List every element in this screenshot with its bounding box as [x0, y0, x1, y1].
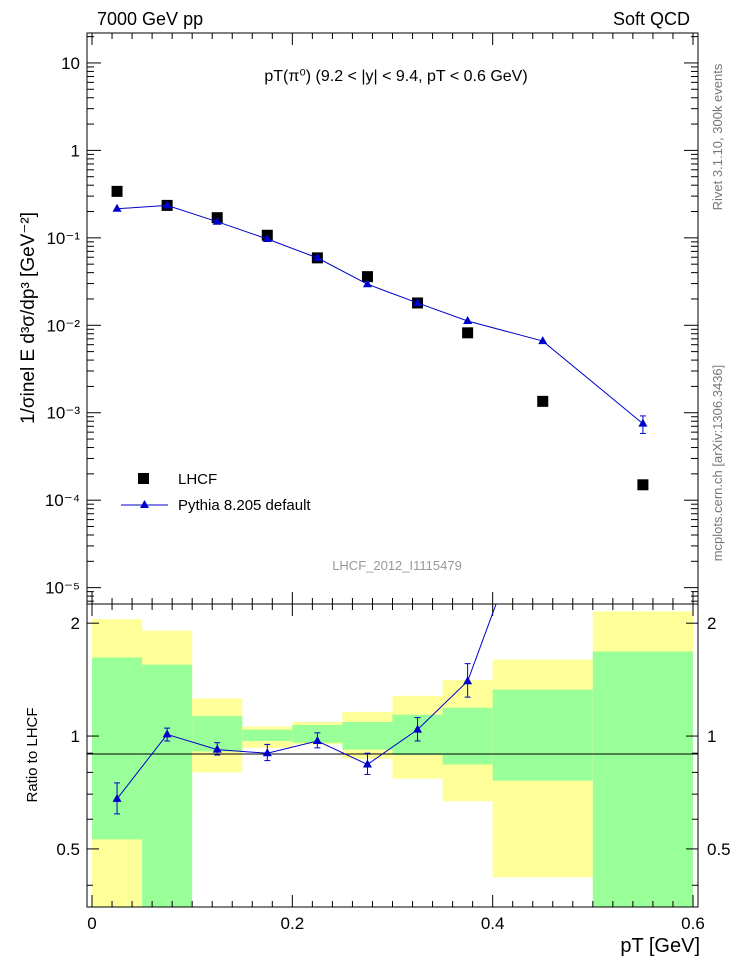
data-point-pythia — [312, 252, 322, 261]
y-tick-label: 10 — [61, 54, 80, 73]
y-tick-label: 10⁻³ — [46, 404, 80, 423]
y-tick-label: 10⁻⁴ — [45, 491, 80, 510]
legend-marker-lhcf — [138, 473, 149, 484]
legend-label-lhcf: LHCF — [178, 471, 217, 488]
series-line-pythia — [117, 204, 644, 425]
band-green — [442, 707, 493, 765]
ratio-tick-label: 2 — [71, 614, 80, 633]
y-tick-label: 10⁻¹ — [46, 229, 80, 248]
y-tick-label: 10⁻⁵ — [45, 579, 80, 598]
ratio-point-pythia — [538, 472, 547, 480]
chart-title: pT(π⁰) (9.2 < |y| < 9.4, pT < 0.6 GeV) — [264, 68, 527, 85]
x-tick-label: 0.4 — [481, 914, 505, 933]
ratio-tick-label-right: 1 — [707, 727, 716, 746]
legend: LHCF Pythia 8.205 default — [121, 471, 311, 514]
ratio-series — [112, 472, 547, 815]
header-right: Soft QCD — [613, 9, 690, 29]
data-point-lhcf — [462, 327, 474, 339]
data-point-lhcf — [111, 185, 123, 197]
data-point-pythia — [413, 297, 423, 306]
data-point-pythia — [212, 216, 222, 225]
ratio-tick-label-right: 0.5 — [707, 840, 731, 859]
band-green — [492, 689, 593, 781]
legend-marker-pythia — [140, 500, 149, 508]
data-layer: 0 0.2 0.4 0.6 10 1 10⁻¹ 10⁻² 10⁻³ 10⁻⁴ 10⁻⁵ 0.5 0.5 1… — [45, 54, 731, 933]
ratio-bands — [92, 611, 693, 907]
ratio-point-pythia — [162, 729, 172, 738]
main-frame — [86, 32, 699, 605]
data-point-lhcf — [637, 479, 649, 491]
band-green — [592, 651, 693, 907]
band-green — [342, 722, 393, 750]
ratio-tick-label: 0.5 — [56, 840, 80, 859]
band-green — [242, 729, 293, 742]
data-point-pythia — [463, 315, 473, 324]
y-axis-label: 1/σinel E d³σ/dp³ [GeV⁻²] — [18, 212, 39, 424]
ratio-point-pythia — [362, 759, 372, 768]
x-axis-label: pT [GeV] — [620, 935, 700, 957]
ratio-point-pythia — [212, 744, 222, 753]
ratio-tick-label: 1 — [71, 727, 80, 746]
ratio-y-axis-label: Ratio to LHCF — [24, 707, 41, 802]
x-tick-label: 0.2 — [281, 914, 305, 933]
ratio-point-pythia — [312, 736, 322, 745]
ratio-point-pythia — [262, 748, 272, 757]
y-tick-label: 1 — [71, 141, 80, 160]
data-point-lhcf — [361, 271, 373, 283]
ratio-point-pythia — [112, 793, 122, 802]
data-point-pythia — [112, 203, 122, 212]
header-left: 7000 GeV pp — [97, 9, 203, 29]
data-point-pythia — [262, 233, 272, 242]
ratio-tick-label-right: 2 — [707, 614, 716, 633]
data-point-lhcf — [537, 395, 549, 407]
axis-ticks — [87, 33, 698, 907]
data-point-pythia — [638, 418, 648, 427]
y-tick-label: 10⁻² — [46, 316, 80, 335]
ratio-point-pythia — [463, 676, 473, 685]
data-point-pythia — [362, 279, 372, 288]
mcplots-label: mcplots.cern.ch [arXiv:1306.3436] — [710, 365, 725, 562]
x-tick-label: 0.6 — [681, 914, 705, 933]
rivet-label: Rivet 3.1.10, 300k events — [710, 63, 725, 210]
data-point-pythia — [162, 200, 172, 209]
x-tick-label: 0 — [87, 914, 96, 933]
band-green — [142, 664, 193, 907]
analysis-watermark: LHCF_2012_I1115479 — [332, 558, 462, 573]
legend-label-pythia: Pythia 8.205 default — [178, 497, 311, 514]
data-point-pythia — [538, 336, 548, 345]
ratio-point-pythia — [413, 724, 423, 733]
